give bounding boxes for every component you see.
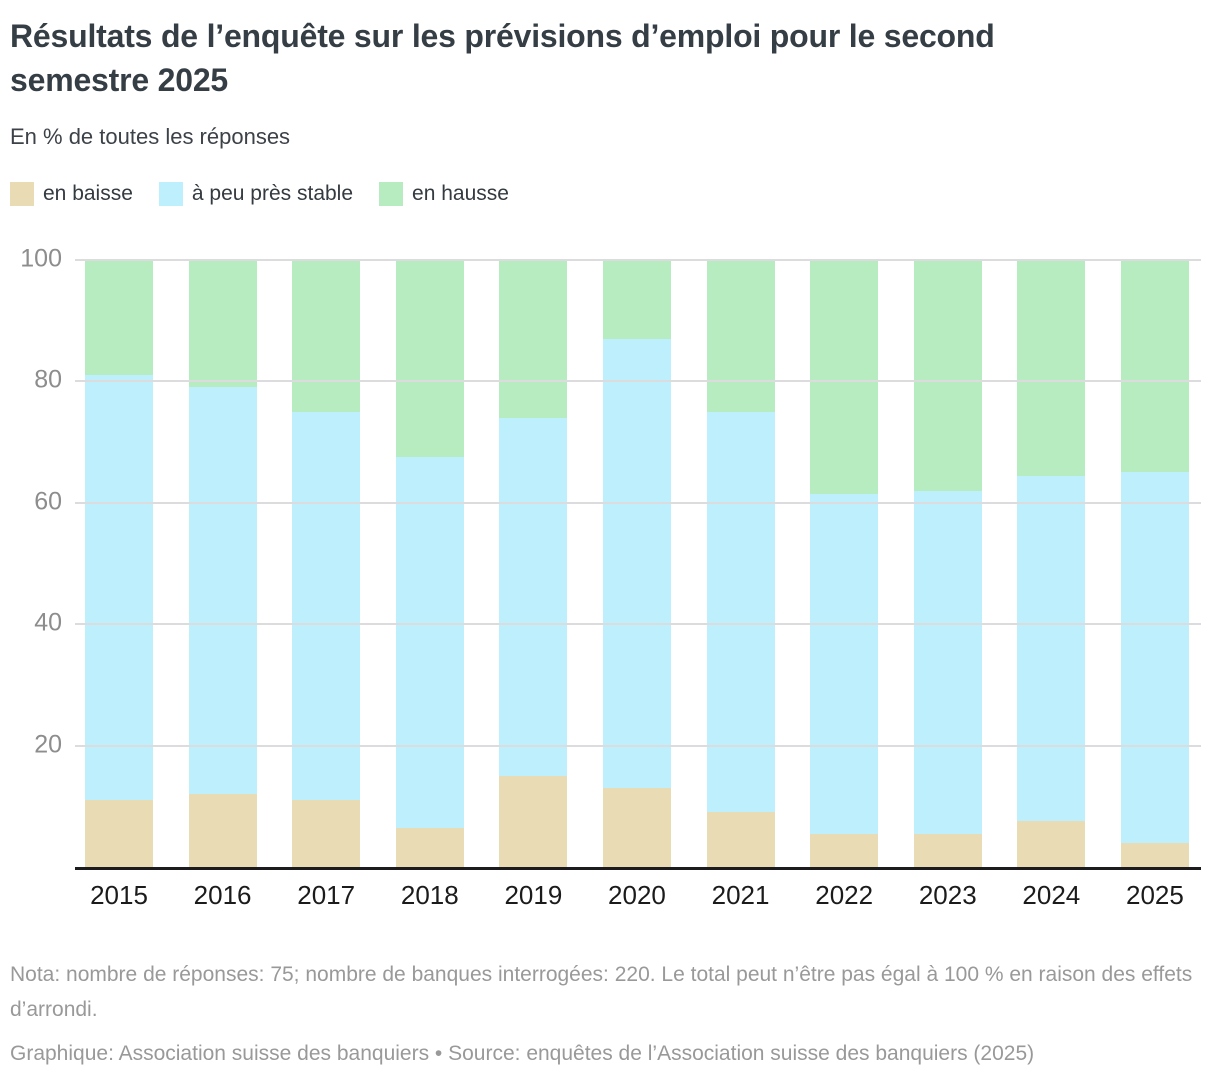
legend-label: à peu près stable: [191, 182, 354, 205]
x-tick-label-2020: 2020: [608, 880, 666, 910]
bar-2022: [810, 260, 879, 867]
x-axis-labels: 2015 2016 2017 2018 2019 2020 2021 2022 2023 2024…: [75, 880, 1201, 911]
bar-segment-a-peu-pres-stable: [913, 490, 982, 834]
legend-item-a-peu-pres-stable: à peu près stable: [158, 182, 354, 206]
bar-2015: [85, 260, 153, 867]
bar-segment-a-peu-pres-stable: [292, 411, 361, 801]
x-tick-label-2015: 2015: [90, 880, 148, 910]
bar-segment-a-peu-pres-stable: [706, 411, 775, 813]
bar-segment-a-peu-pres-stable: [602, 338, 671, 789]
x-tick-label-2023: 2023: [918, 880, 977, 910]
bar-2020: [602, 260, 671, 867]
bar-segment-a-peu-pres-stable: [395, 457, 464, 828]
bar-2017: [292, 260, 361, 867]
gridline-40: [75, 623, 1201, 626]
legend-item-en-baisse: en baisse: [10, 182, 133, 206]
bar-2016: [188, 260, 257, 867]
bar-segment-en-baisse: [1120, 842, 1189, 867]
legend-swatch-en-hausse: [379, 182, 404, 206]
bar-segment-a-peu-pres-stable: [1017, 475, 1086, 822]
bar-segment-en-baisse: [706, 812, 775, 867]
y-tick-label-40: 40: [34, 608, 62, 637]
plot-area: 20 40 60 80 100: [10, 244, 1210, 870]
bar-segment-a-peu-pres-stable: [810, 493, 879, 834]
bar-segment-en-baisse: [602, 788, 671, 867]
bar-segment-en-baisse: [292, 800, 361, 867]
x-tick-label-2021: 2021: [711, 880, 770, 910]
bar-2019: [499, 260, 568, 867]
bar-2025: [1120, 260, 1189, 867]
page-title: Résultats de l’enquête sur les prévision…: [10, 18, 995, 98]
bar-segment-en-hausse: [913, 260, 982, 491]
gridline-100: [75, 259, 1201, 261]
x-tick-label-2025: 2025: [1126, 880, 1184, 910]
bar-segment-a-peu-pres-stable: [188, 387, 257, 795]
bar-segment-en-hausse: [499, 260, 568, 418]
x-tick-label-2016: 2016: [193, 880, 252, 910]
bar-segment-en-baisse: [913, 833, 982, 867]
x-tick-label-2019: 2019: [504, 880, 563, 910]
bar-2018: [395, 260, 464, 867]
gridline-80: [75, 380, 1201, 383]
x-tick-label-2018: 2018: [400, 880, 459, 910]
legend-label: en hausse: [412, 182, 509, 205]
bar-segment-en-baisse: [499, 775, 568, 867]
bar-segment-en-hausse: [810, 260, 879, 494]
bar-segment-en-hausse: [1120, 260, 1189, 473]
y-tick-label-80: 80: [34, 365, 62, 394]
bar-2024: [1017, 260, 1086, 867]
bar-2023: [913, 260, 982, 867]
bar-segment-en-hausse: [1017, 260, 1086, 476]
bar-segment-a-peu-pres-stable: [1120, 472, 1189, 843]
bar-segment-a-peu-pres-stable: [499, 417, 568, 776]
chart-footer: Nota: nombre de réponses: 75; nombre de …: [10, 957, 1210, 1066]
gridline-60: [75, 501, 1201, 504]
chart-note: Nota: nombre de réponses: 75; nombre de …: [10, 963, 1193, 1021]
bar-segment-en-baisse: [810, 833, 879, 867]
x-tick-label-2017: 2017: [297, 880, 356, 910]
bar-segment-en-baisse: [85, 800, 153, 867]
bar-segment-en-baisse: [1017, 821, 1086, 867]
x-tick-label-2024: 2024: [1022, 880, 1081, 910]
y-tick-label-60: 60: [34, 487, 62, 516]
bars-container: [75, 260, 1201, 867]
legend-swatch-en-baisse: [10, 182, 34, 206]
bar-2021: [706, 260, 775, 867]
y-tick-label-20: 20: [34, 729, 62, 758]
x-axis-line: [75, 867, 1201, 870]
legend: en baisse à peu près stable en hausse: [10, 182, 1210, 206]
y-tick-label-100: 100: [20, 244, 62, 273]
bar-segment-en-baisse: [188, 794, 257, 867]
bar-segment-a-peu-pres-stable: [85, 375, 153, 801]
legend-label: en baisse: [43, 182, 133, 205]
gridline-20: [75, 744, 1201, 747]
bar-segment-en-hausse: [188, 260, 257, 388]
bar-segment-en-hausse: [602, 260, 671, 339]
bar-segment-en-hausse: [292, 260, 361, 412]
bar-segment-en-hausse: [85, 260, 153, 376]
chart-credit: Graphique: Association suisse des banqui…: [10, 1042, 1035, 1065]
bar-segment-en-baisse: [395, 827, 464, 867]
bar-segment-en-hausse: [395, 260, 464, 458]
x-tick-label-2022: 2022: [815, 880, 874, 910]
bar-segment-en-hausse: [706, 260, 775, 412]
legend-swatch-a-peu-pres-stable: [158, 182, 183, 206]
chart-subtitle: En % de toutes les réponses: [10, 124, 291, 149]
legend-item-en-hausse: en hausse: [379, 182, 509, 206]
